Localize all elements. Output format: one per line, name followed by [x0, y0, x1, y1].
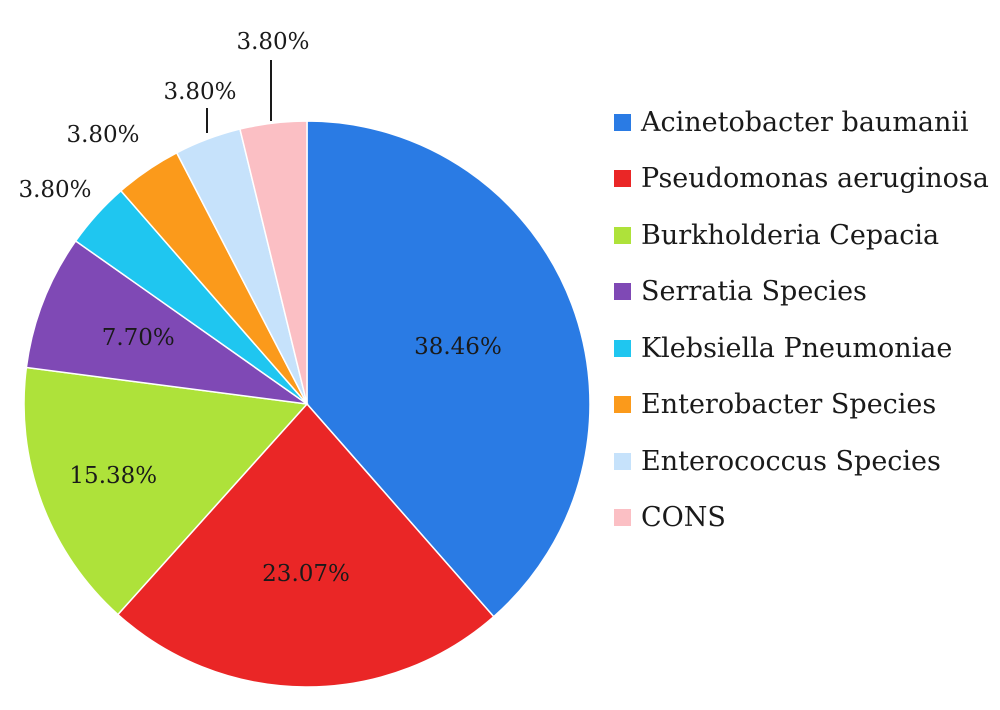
slice-value-label: 38.46% [414, 334, 502, 360]
legend-label: Enterobacter Species [641, 389, 937, 421]
pie-slice [116, 402, 495, 688]
legend-label: CONS [641, 502, 726, 534]
slice-value-label: 3.80% [236, 29, 309, 55]
legend-item: Enterococcus Species [614, 433, 989, 490]
pie-slice [306, 120, 591, 618]
legend-item: Burkholderia Cepacia [614, 207, 989, 264]
slice-value-label: 7.70% [102, 325, 175, 351]
legend-swatch [614, 452, 631, 470]
legend-swatch [614, 509, 631, 527]
legend-swatch [614, 113, 631, 131]
legend-label: Pseudomonas aeruginosa [641, 163, 989, 195]
pie-slice [23, 366, 309, 616]
pie-slice [239, 120, 308, 405]
pie-slice [25, 239, 308, 405]
legend-label: Serratia Species [641, 276, 867, 308]
slice-value-label: 3.80% [18, 177, 91, 203]
legend-label: Klebsiella Pneumoniae [641, 332, 953, 364]
legend-label: Burkholderia Cepacia [641, 219, 940, 251]
slice-value-label: 3.80% [163, 79, 236, 105]
slice-value-label: 3.80% [66, 122, 139, 148]
legend-swatch [614, 283, 631, 301]
legend-item: Klebsiella Pneumoniae [614, 320, 989, 377]
legend-item: Acinetobacter baumanii [614, 94, 989, 151]
slice-value-label: 15.38% [69, 463, 157, 489]
slice-value-label: 23.07% [262, 561, 350, 587]
legend-item: Pseudomonas aeruginosa [614, 151, 989, 208]
legend-swatch [614, 170, 631, 188]
legend-label: Acinetobacter baumanii [641, 106, 969, 138]
legend-label: Enterococcus Species [641, 445, 941, 477]
legend-item: Serratia Species [614, 264, 989, 321]
legend: Acinetobacter baumanii Pseudomonas aerug… [614, 94, 989, 546]
legend-swatch [614, 396, 631, 414]
legend-swatch [614, 226, 631, 244]
legend-item: Enterobacter Species [614, 377, 989, 434]
legend-item: CONS [614, 490, 989, 547]
legend-swatch [614, 339, 631, 357]
